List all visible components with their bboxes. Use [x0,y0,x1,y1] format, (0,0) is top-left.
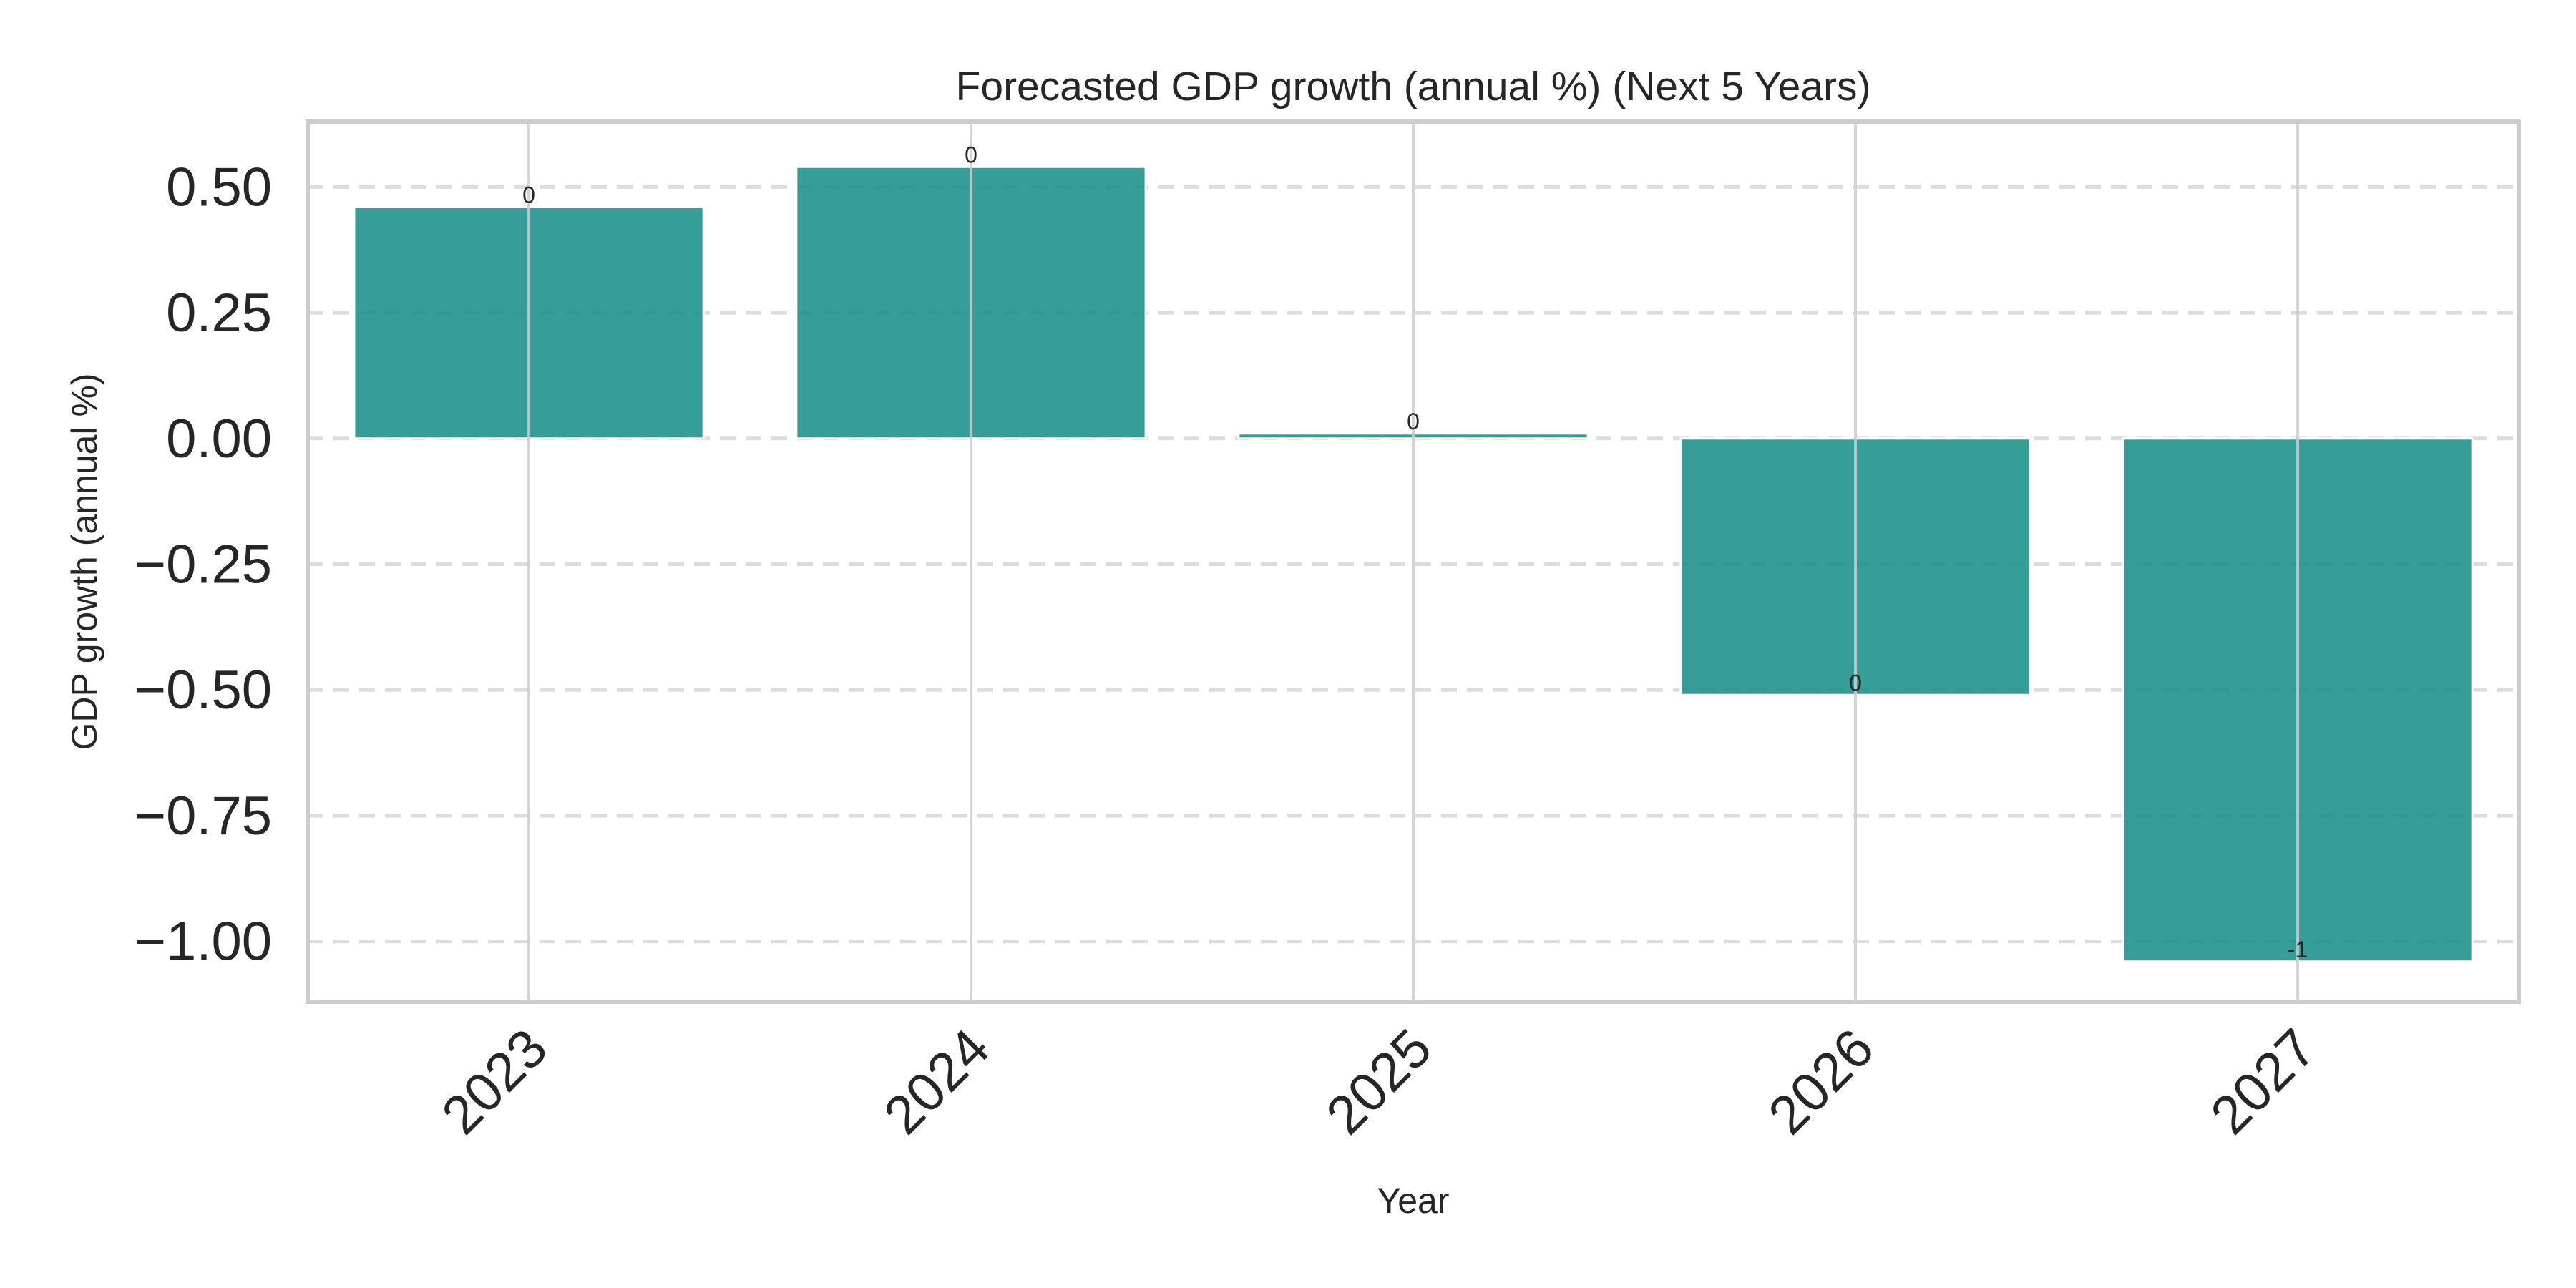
y-tick-label: −1.00 [135,912,272,972]
x-tick-label: 2025 [1314,1018,1443,1146]
y-tick-labels: −1.00 −0.75 −0.50 −0.25 0.00 0.25 0.50 [135,157,272,972]
x-axis-label: Year [1377,1181,1449,1221]
y-tick-label: −0.75 [135,786,272,847]
bar-value-label: 0 [1849,670,1862,696]
bar-value-label: -1 [2288,937,2308,962]
bar-value-label: 0 [522,182,535,208]
y-tick-label: −0.50 [135,660,272,721]
bar-value-label: 0 [965,142,977,167]
y-tick-label: 0.00 [166,409,272,469]
x-tick-label: 2026 [1757,1018,1885,1146]
y-axis-label: GDP growth (annual %) [64,373,104,750]
x-tick-label: 2023 [430,1018,559,1146]
plot-frame [306,119,2521,1004]
y-tick-label: 0.50 [166,157,272,218]
chart-title: Forecasted GDP growth (annual %) (Next 5… [956,64,1871,109]
bar-value-label: 0 [1407,409,1420,434]
x-tick-labels: 2023 2024 2025 2026 2027 [430,1018,2328,1146]
bar-value-labels: 0 0 0 0 -1 [522,142,2308,962]
vertical-gridlines [527,122,2299,1002]
y-tick-label: −0.25 [135,535,272,595]
x-tick-label: 2027 [2199,1018,2328,1146]
y-tick-label: 0.25 [166,283,272,343]
x-tick-label: 2024 [872,1018,1001,1146]
